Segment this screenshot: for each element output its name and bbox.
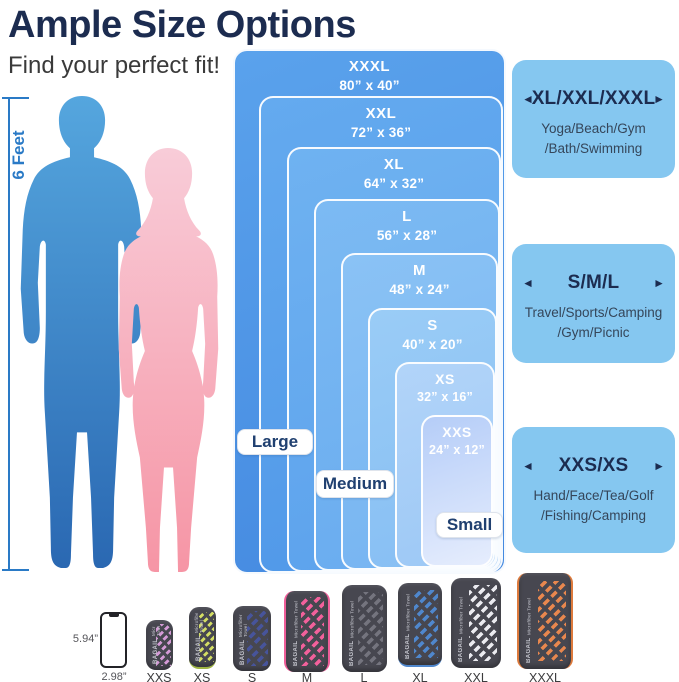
card-title-row: ◄ XL/XXL/XXXL ► bbox=[520, 88, 667, 110]
towel-xl: BAGAIL Microfiber Towel bbox=[398, 583, 442, 667]
size-name: XXL bbox=[365, 105, 397, 122]
arrow-right-icon: ► bbox=[653, 459, 665, 473]
size-name: XXXL bbox=[348, 58, 391, 75]
towel-stripes-pattern bbox=[358, 591, 383, 666]
woman-silhouette-path bbox=[118, 148, 219, 572]
card-uses-line1: Yoga/Beach/Gym bbox=[541, 121, 646, 136]
towel-stripes-pattern bbox=[537, 580, 567, 662]
size-dims: 80” x 40” bbox=[339, 77, 400, 93]
arrow-left-icon: ◄ bbox=[522, 276, 534, 290]
towel-stripes-pattern bbox=[413, 589, 439, 659]
page-subtitle: Find your perfect fit! bbox=[8, 52, 221, 79]
phone-notch-icon bbox=[108, 614, 119, 617]
card-uses: Travel/Sports/Camping /Gym/Picnic bbox=[512, 303, 675, 342]
card-sizes: XXS/XS bbox=[558, 455, 629, 476]
card-uses-line2: /Gym/Picnic bbox=[557, 324, 630, 340]
card-uses-line1: Travel/Sports/Camping bbox=[524, 305, 663, 320]
man-silhouette-path bbox=[20, 96, 144, 568]
use-case-card-xxs-xs: ◄ XXS/XS ► Hand/Face/Tea/Golf /Fishing/C… bbox=[512, 427, 675, 553]
towel-xxxl: BAGAIL Microfiber Towel bbox=[517, 573, 573, 669]
towel-size-label-m: M bbox=[301, 671, 313, 682]
card-title-row: ◄ XXS/XS ► bbox=[520, 455, 667, 477]
size-rect-xxs: XXS 24” x 12” bbox=[421, 415, 493, 567]
man-silhouette bbox=[20, 96, 144, 568]
towel-size-label-xl: XL bbox=[412, 671, 428, 682]
size-name: XXS bbox=[442, 424, 472, 440]
towel-stripes-pattern bbox=[155, 624, 171, 666]
towel-stripes-pattern bbox=[246, 611, 268, 666]
towel-size-label-xxs: XXS bbox=[146, 671, 172, 682]
page-title: Ample Size Options bbox=[8, 4, 356, 46]
ruler-top-tick bbox=[2, 97, 29, 99]
towel-stripes-pattern bbox=[301, 597, 325, 666]
card-uses: Hand/Face/Tea/Golf /Fishing/Camping bbox=[512, 486, 675, 525]
ruler-line bbox=[8, 97, 10, 571]
use-case-card-xl-xxl-xxxl: ◄ XL/XXL/XXXL ► Yoga/Beach/Gym /Bath/Swi… bbox=[512, 60, 675, 178]
towel-size-label-xxl: XXL bbox=[464, 671, 488, 682]
towel-size-label-s: S bbox=[247, 671, 257, 682]
arrow-right-icon: ► bbox=[653, 92, 665, 106]
group-label-small: Small bbox=[436, 512, 503, 538]
woman-silhouette bbox=[118, 148, 219, 572]
towel-xs: BAGAIL Microfiber Towel bbox=[189, 607, 216, 669]
card-uses-line1: Hand/Face/Tea/Golf bbox=[533, 488, 654, 503]
towel-l: BAGAIL Microfiber Towel bbox=[342, 585, 387, 672]
card-uses-line2: /Fishing/Camping bbox=[540, 507, 647, 523]
size-dims: 40” x 20” bbox=[402, 336, 463, 352]
size-dims: 72” x 36” bbox=[350, 124, 412, 140]
card-sizes: S/M/L bbox=[567, 272, 620, 293]
towel-m: BAGAIL Microfiber Towel bbox=[284, 591, 330, 672]
card-uses-line2: /Bath/Swimming bbox=[544, 140, 643, 156]
size-name: M bbox=[413, 262, 426, 279]
towel-xxl: BAGAIL Microfiber Towel bbox=[451, 578, 501, 668]
arrow-left-icon: ◄ bbox=[522, 459, 534, 473]
size-name: L bbox=[402, 208, 412, 225]
use-case-card-s-m-l: ◄ S/M/L ► Travel/Sports/Camping /Gym/Pic… bbox=[512, 244, 675, 363]
size-dims: 48” x 24” bbox=[389, 281, 450, 297]
towel-stripes-pattern bbox=[469, 585, 497, 661]
size-name: XS bbox=[435, 371, 455, 387]
card-title-row: ◄ S/M/L ► bbox=[520, 272, 667, 294]
group-label-medium: Medium bbox=[316, 470, 394, 498]
card-uses: Yoga/Beach/Gym /Bath/Swimming bbox=[512, 119, 675, 158]
size-dims: 24” x 12” bbox=[428, 442, 485, 457]
card-sizes: XL/XXL/XXXL bbox=[531, 88, 656, 109]
towel-s: BAGAIL Microfiber Towel bbox=[233, 606, 271, 671]
arrow-left-icon: ◄ bbox=[522, 92, 534, 106]
phone-width-label: 2.98” bbox=[101, 671, 127, 682]
phone-height-label: 5.94” bbox=[72, 633, 98, 645]
size-name: S bbox=[427, 317, 438, 334]
towel-size-label-xxxl: XXXL bbox=[529, 671, 561, 682]
size-dims: 56” x 28” bbox=[376, 227, 438, 243]
towel-size-label-xs: XS bbox=[193, 671, 211, 682]
group-label-large: Large bbox=[237, 429, 313, 455]
ruler-bottom-tick bbox=[2, 569, 29, 571]
towel-size-label-l: L bbox=[360, 671, 368, 682]
towel-stripes-pattern bbox=[198, 611, 214, 663]
phone-icon bbox=[100, 612, 127, 668]
arrow-right-icon: ► bbox=[653, 276, 665, 290]
size-dims: 32” x 16” bbox=[416, 389, 473, 404]
size-name: XL bbox=[383, 156, 405, 173]
height-ruler: 6 Feet bbox=[2, 97, 30, 571]
size-dims: 64” x 32” bbox=[363, 175, 425, 191]
